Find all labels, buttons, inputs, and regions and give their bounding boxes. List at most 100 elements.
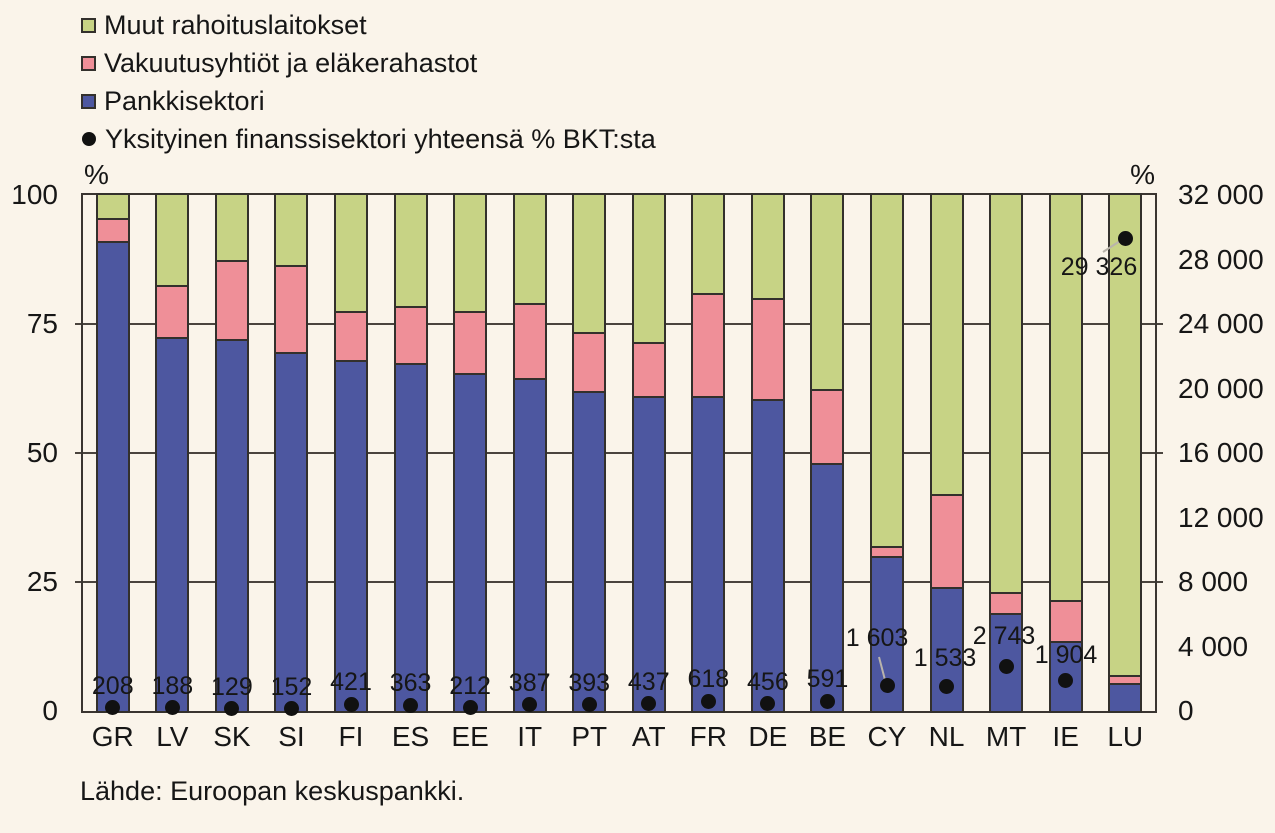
gdp-dot-sk xyxy=(224,701,240,717)
x-axis-label-lu: LU xyxy=(1107,721,1144,752)
gdp-dot-gr xyxy=(105,700,121,716)
gdp-dot-pt xyxy=(581,697,597,713)
gdp-value-label-fr: 618 xyxy=(687,665,730,694)
bar-it xyxy=(512,193,547,713)
right-axis-tick-label-0: 0 xyxy=(1178,695,1194,726)
bar-segment-mt-vakuutusyhtiot xyxy=(991,592,1022,613)
legend-item-label: Yksityinen finanssisektori yhteensä % BK… xyxy=(105,123,656,154)
gdp-dot-at xyxy=(641,696,657,712)
bar-segment-sk-pankkisektori xyxy=(216,339,247,711)
bar-segment-es-pankkisektori xyxy=(395,362,426,711)
bar-segment-fr-vakuutusyhtiot xyxy=(693,293,724,397)
bar-segment-gr-vakuutusyhtiot xyxy=(97,218,128,242)
bar-segment-mt-muut-rahoituslaitokset xyxy=(991,195,1022,593)
left-axis-tick-label-25: 25 xyxy=(26,566,58,597)
bar-segment-de-vakuutusyhtiot xyxy=(752,298,783,399)
legend-square-swatch-icon xyxy=(81,93,96,109)
right-axis-unit-label: % xyxy=(1130,159,1155,190)
bar-lv xyxy=(155,193,190,713)
gdp-value-label-si: 152 xyxy=(270,672,313,701)
gdp-dot-nl xyxy=(939,678,955,694)
bar-de xyxy=(750,193,785,713)
bar-segment-at-pankkisektori xyxy=(633,396,664,711)
gdp-value-label-it: 387 xyxy=(508,668,551,697)
bar-ee xyxy=(453,193,488,713)
x-axis-label-at: AT xyxy=(631,721,666,752)
gridline-75-percent xyxy=(75,323,1163,325)
bar-segment-de-pankkisektori xyxy=(752,398,783,711)
gdp-value-label-es: 363 xyxy=(389,669,432,698)
x-axis-label-si: SI xyxy=(278,721,305,752)
x-axis-label-lv: LV xyxy=(156,721,189,752)
bar-segment-nl-muut-rahoituslaitokset xyxy=(931,195,962,495)
legend-item: Muut rahoituslaitokset xyxy=(81,6,656,44)
bar-lu xyxy=(1108,193,1143,713)
x-axis-label-pt: PT xyxy=(571,721,608,752)
x-axis-label-es: ES xyxy=(391,721,430,752)
bar-segment-nl-vakuutusyhtiot xyxy=(931,494,962,588)
bar-segment-si-vakuutusyhtiot xyxy=(276,264,307,353)
bar-segment-at-muut-rahoituslaitokset xyxy=(633,195,664,343)
gdp-dot-lu xyxy=(1117,230,1133,246)
x-axis-label-ee: EE xyxy=(451,721,489,752)
gdp-value-label-lu: 29 326 xyxy=(1060,253,1138,281)
bar-segment-fi-muut-rahoituslaitokset xyxy=(336,195,366,312)
x-axis-label-cy: CY xyxy=(867,721,907,752)
bar-segment-es-vakuutusyhtiot xyxy=(395,305,426,363)
bar-fi xyxy=(334,193,368,713)
bar-segment-at-vakuutusyhtiot xyxy=(633,342,664,397)
bar-segment-lu-vakuutusyhtiot xyxy=(1110,674,1141,683)
legend-square-swatch-icon xyxy=(81,55,96,71)
bar-segment-si-muut-rahoituslaitokset xyxy=(276,195,307,265)
bar-segment-be-pankkisektori xyxy=(812,463,843,711)
bar-segment-de-muut-rahoituslaitokset xyxy=(752,195,783,299)
bar-segment-gr-pankkisektori xyxy=(97,241,128,711)
bar-sk xyxy=(214,193,249,713)
gdp-dot-be xyxy=(819,693,835,709)
bar-segment-cy-muut-rahoituslaitokset xyxy=(872,195,902,546)
gdp-dot-fr xyxy=(700,693,716,709)
x-axis-label-gr: GR xyxy=(91,721,134,752)
gdp-value-label-ie: 1 904 xyxy=(1034,641,1098,669)
x-axis-label-mt: MT xyxy=(985,721,1027,752)
bar-segment-ee-vakuutusyhtiot xyxy=(455,311,486,373)
gdp-value-label-mt: 2 743 xyxy=(972,622,1036,650)
x-axis-label-nl: NL xyxy=(928,721,965,752)
gdp-value-label-at: 437 xyxy=(627,667,670,696)
bar-be xyxy=(810,193,845,713)
gdp-dot-lv xyxy=(164,700,180,716)
bar-segment-lu-muut-rahoituslaitokset xyxy=(1110,195,1141,675)
gridline-25-percent xyxy=(75,581,1163,583)
gdp-dot-mt xyxy=(998,659,1014,675)
gdp-value-label-nl: 1 533 xyxy=(913,644,977,672)
gdp-value-label-fi: 421 xyxy=(330,668,372,697)
gdp-dot-ie xyxy=(1058,672,1074,688)
x-axis-label-sk: SK xyxy=(213,721,251,752)
x-axis-label-fr: FR xyxy=(689,721,727,752)
gridline-50-percent xyxy=(75,452,1163,454)
gdp-dot-es xyxy=(403,697,419,713)
legend-item-label: Pankkisektori xyxy=(104,85,265,116)
bar-segment-es-muut-rahoituslaitokset xyxy=(395,195,426,306)
x-axis-label-ie: IE xyxy=(1052,721,1079,752)
legend-item-label: Muut rahoituslaitokset xyxy=(104,9,367,40)
bar-cy xyxy=(870,193,904,713)
legend-item-label: Vakuutusyhtiöt ja eläkerahastot xyxy=(104,47,478,78)
bar-fr xyxy=(691,193,726,713)
bar-segment-lv-pankkisektori xyxy=(157,336,188,711)
gdp-value-label-gr: 208 xyxy=(91,671,134,700)
bar-segment-cy-vakuutusyhtiot xyxy=(872,545,902,557)
bar-nl xyxy=(929,193,964,713)
gdp-value-label-sk: 129 xyxy=(211,672,253,701)
gdp-value-label-be: 591 xyxy=(806,665,849,694)
bar-mt xyxy=(989,193,1024,713)
bar-at xyxy=(631,193,666,713)
bar-segment-lv-vakuutusyhtiot xyxy=(157,285,188,337)
right-axis-tick-label-24000: 24 000 xyxy=(1178,308,1264,339)
bar-segment-it-pankkisektori xyxy=(514,378,545,711)
right-axis-tick-label-12000: 12 000 xyxy=(1178,501,1264,533)
left-axis-tick-label-100: 100 xyxy=(11,179,58,210)
legend-item: Pankkisektori xyxy=(81,82,656,120)
bar-segment-ee-pankkisektori xyxy=(455,373,486,711)
gdp-dot-ee xyxy=(462,700,478,716)
